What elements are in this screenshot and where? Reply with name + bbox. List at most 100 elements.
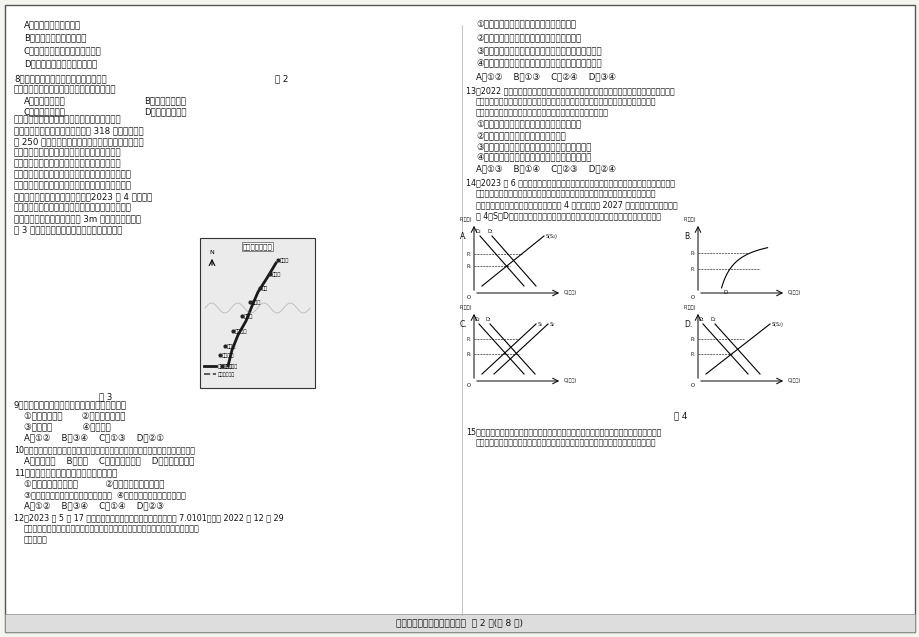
Text: 高三第一次月考文科综合试卷  第 2 页(共 8 页): 高三第一次月考文科综合试卷 第 2 页(共 8 页) — [396, 619, 523, 627]
Text: A.: A. — [460, 232, 467, 241]
Text: ③近期我国公布经济数据低于预期，市场存在加息预期: ③近期我国公布经济数据低于预期，市场存在加息预期 — [475, 46, 601, 55]
Text: ①加快货物的流通速度          ②增加沿线居民出行时间: ①加快货物的流通速度 ②增加沿线居民出行时间 — [24, 479, 165, 488]
Text: 9．哈伊高速铁路建设需要克服的主要自然障碍有: 9．哈伊高速铁路建设需要克服的主要自然障碍有 — [14, 400, 127, 409]
Text: 折，多峡湾、岛屿，产生此现象的主要动力是: 折，多峡湾、岛屿，产生此现象的主要动力是 — [14, 85, 117, 94]
Text: ①制药厂紧急扩产是价格规律发生作用的体现: ①制药厂紧急扩产是价格规律发生作用的体现 — [475, 120, 581, 129]
Text: B．北京正午日影逐渐变长: B．北京正午日影逐渐变长 — [24, 33, 86, 42]
Text: P(价格): P(价格) — [460, 217, 471, 222]
Text: Q(数量): Q(数量) — [563, 378, 576, 382]
Text: 15．德国的统计学家恩格尔研究收入与需求的关系时发现，在商品价格和其他因素不变的情: 15．德国的统计学家恩格尔研究收入与需求的关系时发现，在商品价格和其他因素不变的… — [466, 427, 661, 436]
Text: ③气候干旱           ④地震频发: ③气候干旱 ④地震频发 — [24, 422, 110, 431]
Text: S(S₂): S(S₂) — [771, 322, 783, 327]
Text: ④随着我国居民跨境旅游逐步恢复，服务贸易顺差扩大: ④随着我国居民跨境旅游逐步恢复，服务贸易顺差扩大 — [475, 59, 601, 68]
Text: 西站进入主体结构施工阶段，施工单位在入冬前将对: 西站进入主体结构施工阶段，施工单位在入冬前将对 — [14, 203, 131, 212]
Text: O: O — [690, 295, 694, 300]
Text: 哈尔滨至铁力段: 哈尔滨至铁力段 — [218, 364, 238, 368]
Text: C．南安普顿的日出逐渐偏向东北: C．南安普顿的日出逐渐偏向东北 — [24, 46, 102, 55]
Text: P₂: P₂ — [689, 250, 694, 255]
Bar — [199, 238, 314, 388]
Text: B.: B. — [683, 232, 691, 241]
Text: D₂: D₂ — [473, 317, 480, 322]
Text: P₂: P₂ — [466, 352, 471, 357]
Text: Q(数量): Q(数量) — [563, 289, 576, 294]
Text: 兴隆镇西: 兴隆镇西 — [234, 329, 247, 334]
Text: P₁: P₁ — [466, 252, 471, 257]
Text: 哈伊高铁示意图: 哈伊高铁示意图 — [243, 243, 272, 250]
Text: D．哈尔滨的昼长始终比海口长: D．哈尔滨的昼长始终比海口长 — [24, 59, 97, 68]
Text: A．纽约自转角速度加快: A．纽约自转角速度加快 — [24, 20, 81, 29]
Text: 11．哈伊高速铁路建成后产生的重要影响是: 11．哈伊高速铁路建成后产生的重要影响是 — [14, 468, 117, 477]
Text: D.: D. — [683, 320, 691, 329]
Text: P₂: P₂ — [466, 264, 471, 269]
Text: O: O — [467, 383, 471, 388]
Text: S(S₂): S(S₂) — [545, 234, 557, 238]
Text: 八纵八横高铁网京哈一京港澳通道的延长线。伊: 八纵八横高铁网京哈一京港澳通道的延长线。伊 — [14, 159, 121, 168]
Text: 8．组芬兰岛表面岩石裸露，锦绣十分珊: 8．组芬兰岛表面岩石裸露，锦绣十分珊 — [14, 74, 107, 83]
Text: 13．2022 年底，随着疫情防控措施持续优化调整，叠加冬季呼吸道疾病高发等因素，退热药: 13．2022 年底，随着疫情防控措施持续优化调整，叠加冬季呼吸道疾病高发等因素… — [466, 86, 674, 95]
Text: 速铁路，又名哈伊客运专线，全长 318 公里，设计时: 速铁路，又名哈伊客运专线，全长 318 公里，设计时 — [14, 126, 143, 135]
Text: 哈尔滨北: 哈尔滨北 — [221, 352, 234, 357]
Text: 图 4: 图 4 — [674, 411, 686, 420]
Text: 哈伊高速铁路是一条连接哈尔滨市和伊春市的高: 哈伊高速铁路是一条连接哈尔滨市和伊春市的高 — [14, 115, 121, 124]
Text: O: O — [467, 295, 471, 300]
Text: 见》；财政部等三部门联合发布《关于延续和优化新能源汽车车辆购置税减免政策的公: 见》；财政部等三部门联合发布《关于延续和优化新能源汽车车辆购置税减免政策的公 — [475, 189, 656, 198]
Text: 春西站是哈伊高速铁路全线最大的站房，是我国目前: 春西站是哈伊高速铁路全线最大的站房，是我国目前 — [14, 170, 131, 179]
Text: ②中美存款利率差距，引发国内美元存款增加: ②中美存款利率差距，引发国内美元存款增加 — [475, 33, 581, 42]
Text: C．全球气候变暖: C．全球气候变暖 — [24, 107, 66, 116]
Text: A．缩短工期    B．保温    C．减弱风化作用    D．减少人为破坏: A．缩短工期 B．保温 C．减弱风化作用 D．减少人为破坏 — [24, 456, 194, 465]
Text: N: N — [210, 250, 214, 255]
Text: 品供不应求，因此各地制药厂紧急扩产，多地推出抢渣拼零售销售模式，如按粒购买，: 品供不应求，因此各地制药厂紧急扩产，多地推出抢渣拼零售销售模式，如按粒购买， — [475, 97, 656, 106]
Text: Q(数量): Q(数量) — [788, 289, 800, 294]
Text: 况下，居民的收入变化会影响其对某种商品需求量的变化。其中，对生活必需品的需求: 况下，居民的收入变化会影响其对某种商品需求量的变化。其中，对生活必需品的需求 — [475, 438, 656, 447]
Text: 12．2023 年 5 月 17 日，离岸人民币对美元比低，盘中一度跌至 7.0101，这是 2022 年 12 月 29: 12．2023 年 5 月 17 日，离岸人民币对美元比低，盘中一度跌至 7.0… — [14, 513, 283, 522]
Text: 伊春西: 伊春西 — [279, 257, 289, 262]
Text: P₁: P₁ — [689, 352, 694, 357]
Text: S₁: S₁ — [538, 322, 542, 327]
Text: 速 250 公里，是国内在建最北端的高速铁路，是黑龙: 速 250 公里，是国内在建最北端的高速铁路，是黑龙 — [14, 137, 143, 146]
Text: 铁力: 铁力 — [262, 285, 268, 290]
Text: ①为应对高通胀压力，美联储采取加息政策: ①为应对高通胀压力，美联储采取加息政策 — [475, 20, 575, 29]
Text: 哦因素影响: 哦因素影响 — [24, 535, 48, 544]
Text: D₁: D₁ — [698, 317, 703, 322]
Text: P(价格): P(价格) — [683, 217, 696, 222]
Text: 哈尔滨: 哈尔滨 — [223, 364, 233, 368]
Text: ②按粒购买提高了药品单位商品价值量: ②按粒购买提高了药品单位商品价值量 — [475, 131, 565, 140]
Text: 日以来离岸人民币对美元汇率首次出穿了这一整数关口。近期人民币持续走低可能受: 日以来离岸人民币对美元汇率首次出穿了这一整数关口。近期人民币持续走低可能受 — [24, 524, 199, 533]
Text: D₁: D₁ — [484, 317, 490, 322]
Text: D₂: D₂ — [709, 317, 715, 322]
Text: P₂: P₂ — [689, 336, 694, 341]
Text: ③相互搀药是更换快实现药品价值的商品流通现象: ③相互搀药是更换快实现药品价值的商品流通现象 — [475, 142, 591, 151]
Text: 铁力至伊春段: 铁力至伊春段 — [218, 371, 235, 376]
Text: 亲朋邻里间的相互赠药赠药也成为一种风气，以下说法正确的是: 亲朋邻里间的相互赠药赠药也成为一种风气，以下说法正确的是 — [475, 108, 608, 117]
Text: 站房已施工地下部位进行深度 3m 以上回填土覆盖。: 站房已施工地下部位进行深度 3m 以上回填土覆盖。 — [14, 214, 141, 223]
Text: 在建纬度最高、所处地区全年温差最大、首个在高寒: 在建纬度最高、所处地区全年温差最大、首个在高寒 — [14, 181, 131, 190]
Text: 门月峡: 门月峡 — [272, 271, 281, 276]
Text: P(价格): P(价格) — [683, 305, 696, 310]
Text: P₁: P₁ — [689, 266, 694, 271]
Text: 图 4（S、D分别表示供给和需求）中能正确反映这一政策对燃油汽车价格的影响的是: 图 4（S、D分别表示供给和需求）中能正确反映这一政策对燃油汽车价格的影响的是 — [475, 211, 660, 220]
Text: 图 2: 图 2 — [275, 74, 288, 83]
Text: A．①②    B．③④    C．①③    D．②①: A．①② B．③④ C．①③ D．②① — [24, 433, 164, 442]
Text: 呼兰北: 呼兰北 — [227, 343, 236, 348]
Text: O: O — [690, 383, 694, 388]
Text: S₂: S₂ — [550, 322, 554, 327]
Text: 14．2023 年 6 月，国务院办公厅发布《关于进一步构建高质量充电基础设施体系的指导意: 14．2023 年 6 月，国务院办公厅发布《关于进一步构建高质量充电基础设施体… — [466, 178, 675, 187]
Text: 图 3: 图 3 — [99, 392, 112, 401]
Text: 地区多年冻土层施工的高铁站房。2023 年 4 月，伊春: 地区多年冻土层施工的高铁站房。2023 年 4 月，伊春 — [14, 192, 152, 201]
Text: P(价格): P(价格) — [460, 305, 471, 310]
Text: 图 3 为哈伊高铁示意图，据此完成下面小题。: 图 3 为哈伊高铁示意图，据此完成下面小题。 — [14, 225, 122, 234]
Bar — [5, 614, 914, 632]
Text: P₁: P₁ — [466, 336, 471, 341]
Text: ①地质条件复杂       ②冻土分布范围广: ①地质条件复杂 ②冻土分布范围广 — [24, 411, 125, 420]
Text: A．①③    B．①④    C．②③    D．②④: A．①③ B．①④ C．②③ D．②④ — [475, 164, 616, 173]
Text: C.: C. — [460, 320, 467, 329]
Text: A．岩浆喷发作用: A．岩浆喷发作用 — [24, 96, 65, 105]
Text: A．①②    B．①③    C．②④    D．③④: A．①② B．①③ C．②④ D．③④ — [475, 72, 616, 81]
Text: 江省一输两环一边铁路网的组成部分，也是我国: 江省一输两环一边铁路网的组成部分，也是我国 — [14, 148, 121, 157]
Text: A．①②    B．③④    C．①④    D．②③: A．①② B．③④ C．①④ D．②③ — [24, 501, 164, 510]
Text: D₂: D₂ — [475, 229, 481, 234]
Text: B．冰川侵蚀作用: B．冰川侵蚀作用 — [144, 96, 186, 105]
Text: 绥化南: 绥化南 — [244, 313, 253, 318]
Text: 告》将新能源汽车购置税减免政策再延期 4 年（即延长至 2027 年），如其他条件不变，: 告》将新能源汽车购置税减免政策再延期 4 年（即延长至 2027 年），如其他条… — [475, 200, 677, 209]
Text: D₁: D₁ — [487, 229, 493, 234]
